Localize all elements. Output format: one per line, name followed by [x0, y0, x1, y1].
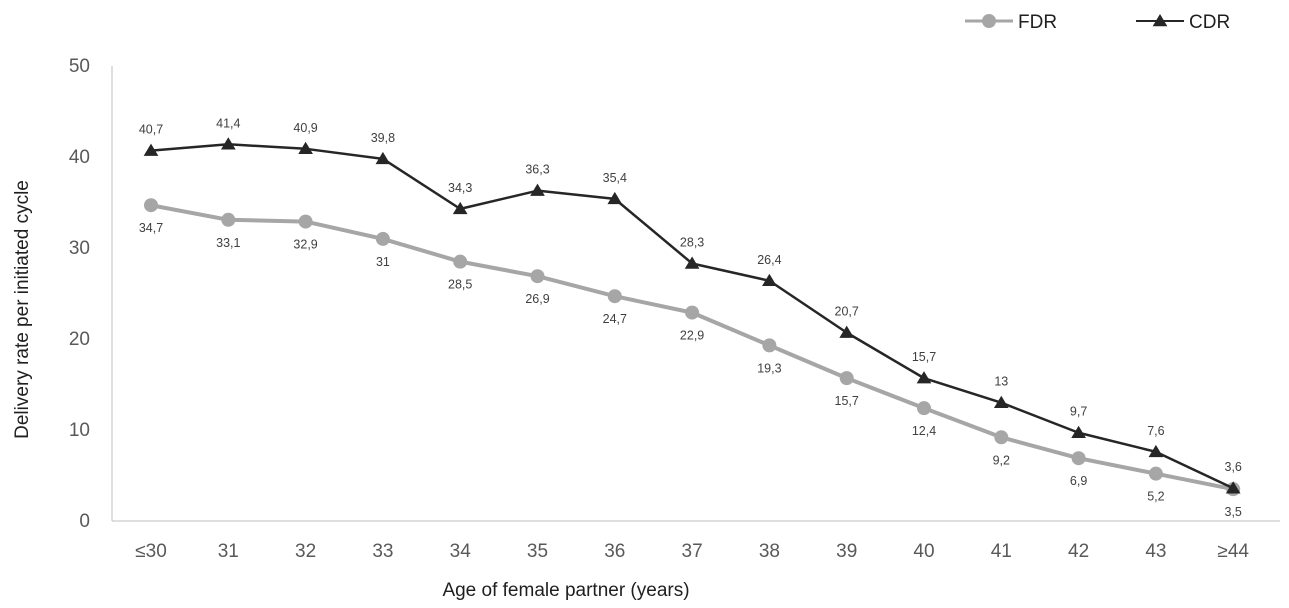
- x-tick-label: 31: [218, 541, 239, 562]
- data-point-cdr: [1148, 444, 1164, 458]
- series-fdr: [144, 198, 1241, 497]
- data-label-cdr: 20,7: [835, 305, 859, 319]
- legend: FDR CDR: [965, 12, 1230, 33]
- legend-item-fdr: FDR: [965, 12, 1057, 33]
- x-tick-label: 43: [1145, 541, 1166, 562]
- x-tick-label: 33: [372, 541, 393, 562]
- y-axis-title: Delivery rate per initiated cycle: [12, 180, 33, 439]
- data-label-fdr: 31: [376, 255, 390, 269]
- data-point-cdr: [452, 201, 468, 215]
- x-tick-label: 32: [295, 541, 316, 562]
- data-label-fdr: 28,5: [448, 278, 472, 292]
- data-label-fdr: 26,9: [525, 292, 549, 306]
- data-point-fdr: [375, 231, 390, 246]
- data-label-cdr: 40,9: [293, 121, 317, 135]
- x-tick-label: ≥44: [1217, 541, 1249, 562]
- data-point-cdr: [839, 325, 855, 338]
- x-axis-title: Age of female partner (years): [442, 580, 689, 601]
- series: [143, 137, 1241, 497]
- data-point-fdr: [1148, 466, 1163, 481]
- y-tick-label: 20: [69, 329, 90, 350]
- data-label-cdr: 40,7: [139, 123, 163, 137]
- x-tick-label: ≤30: [135, 541, 167, 562]
- y-tick-labels: 0 10 20 30 40 50: [69, 56, 90, 532]
- data-point-fdr: [994, 430, 1009, 445]
- data-label-cdr: 3,6: [1225, 460, 1242, 474]
- data-point-fdr: [221, 212, 236, 227]
- data-point-fdr: [762, 338, 777, 353]
- y-tick-label: 10: [69, 420, 90, 441]
- data-point-fdr: [839, 371, 854, 386]
- y-tick-label: 0: [79, 511, 90, 532]
- legend-item-cdr: CDR: [1136, 12, 1230, 33]
- data-label-fdr: 15,7: [835, 394, 859, 408]
- data-point-cdr: [298, 141, 313, 155]
- data-labels: 34,7 33,1 32,9 31 28,5 26,9 24,7 22,9 19,3 15,7 12…: [139, 116, 1242, 519]
- data-label-fdr: 33,1: [216, 236, 240, 250]
- data-point-cdr: [762, 273, 777, 287]
- x-tick-label: 42: [1068, 541, 1089, 562]
- data-point-cdr: [375, 151, 391, 165]
- data-label-cdr: 7,6: [1147, 424, 1164, 438]
- x-tick-label: 39: [836, 541, 857, 562]
- y-tick-label: 30: [69, 238, 90, 259]
- x-tick-label: 40: [913, 541, 934, 562]
- data-point-cdr: [993, 395, 1009, 408]
- data-label-fdr: 6,9: [1070, 474, 1087, 488]
- data-point-cdr: [684, 256, 700, 269]
- data-point-fdr: [530, 269, 545, 284]
- data-label-cdr: 26,4: [757, 253, 781, 267]
- data-label-fdr: 3,5: [1225, 505, 1242, 519]
- data-label-fdr: 32,9: [293, 238, 317, 252]
- data-point-fdr: [685, 305, 700, 320]
- legend-marker-fdr: [982, 14, 996, 28]
- data-label-fdr: 19,3: [757, 361, 781, 375]
- data-label-cdr: 34,3: [448, 181, 472, 195]
- data-label-fdr: 5,2: [1147, 490, 1164, 504]
- data-point-cdr: [530, 183, 545, 196]
- data-label-cdr: 9,7: [1070, 405, 1087, 419]
- data-label-fdr: 9,2: [993, 453, 1010, 467]
- x-tick-label: 35: [527, 541, 548, 562]
- x-tick-label: 37: [682, 541, 703, 562]
- data-label-cdr: 39,8: [371, 131, 395, 145]
- data-label-fdr: 34,7: [139, 221, 163, 235]
- axes: [111, 66, 1280, 522]
- data-label-cdr: 35,4: [603, 171, 627, 185]
- data-point-fdr: [144, 198, 158, 213]
- legend-label-fdr: FDR: [1018, 12, 1057, 33]
- data-point-fdr: [917, 401, 931, 416]
- x-tick-label: 34: [450, 541, 472, 562]
- x-tick-label: 38: [759, 541, 780, 562]
- data-label-cdr: 15,7: [912, 350, 936, 364]
- data-point-cdr: [220, 137, 236, 150]
- legend-marker-cdr: [1152, 14, 1168, 27]
- legend-label-cdr: CDR: [1189, 12, 1230, 33]
- x-tick-labels: ≤30 31 32 33 34 35 36 37 38 39 40 41 42 43 ≥44: [135, 541, 1249, 562]
- data-point-fdr: [298, 214, 313, 229]
- data-label-fdr: 22,9: [680, 329, 704, 343]
- data-point-fdr: [1071, 451, 1086, 466]
- x-tick-label: 41: [991, 541, 1012, 562]
- data-label-fdr: 24,7: [603, 312, 627, 326]
- data-label-cdr: 13: [994, 375, 1008, 389]
- data-label-cdr: 28,3: [680, 235, 704, 249]
- data-point-fdr: [453, 254, 468, 269]
- y-tick-label: 50: [69, 56, 90, 77]
- data-point-cdr: [143, 143, 159, 156]
- data-label-fdr: 12,4: [912, 424, 936, 438]
- data-label-cdr: 36,3: [525, 163, 549, 177]
- data-point-cdr: [607, 191, 623, 205]
- data-point-cdr: [916, 371, 932, 384]
- y-tick-label: 40: [69, 147, 90, 168]
- x-tick-label: 36: [604, 541, 625, 562]
- data-point-cdr: [1225, 481, 1241, 494]
- data-label-cdr: 41,4: [216, 116, 240, 130]
- series-cdr: [143, 137, 1241, 494]
- data-point-cdr: [1071, 425, 1086, 438]
- data-point-fdr: [607, 289, 622, 304]
